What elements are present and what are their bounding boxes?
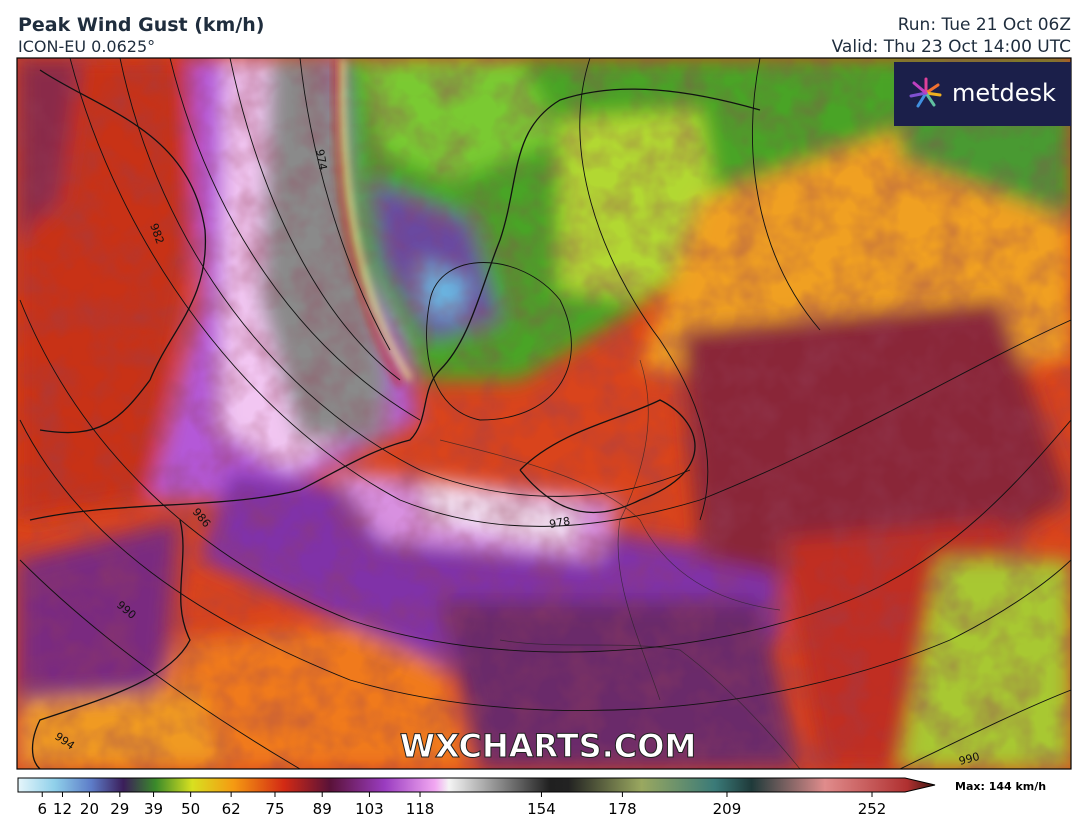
isobar-label: 974 (313, 148, 329, 171)
borders (439, 359, 801, 769)
colorbar-tick-label: 29 (110, 800, 129, 818)
isobar-label: 990 (957, 750, 981, 768)
title: Peak Wind Gust (km/h) (18, 14, 265, 36)
colorbar-tick-label: 252 (858, 800, 887, 818)
wind-field: 974 982 986 990 978 994 990 WXCHARTS.COM (17, 58, 1071, 769)
run: Run: Tue 21 Oct 06Z (897, 15, 1071, 35)
colorbar-tick-label: 39 (144, 800, 163, 818)
colorbar-tick-label: 118 (406, 800, 435, 818)
logo: metdesk (952, 79, 1056, 107)
colorbar-tick-label: 20 (80, 800, 99, 818)
colorbar-tick-label: 154 (527, 800, 556, 818)
colorbar: Max: 144 km/h 6 12 20 29 39 50 62 75 89 103 118 154… (17, 777, 1046, 818)
colorbar-tick-label: 50 (181, 800, 200, 818)
colorbar-tick-label: 75 (265, 800, 284, 818)
model: ICON-EU 0.0625° (18, 37, 156, 56)
colorbar-tick-label: 12 (53, 800, 72, 818)
colorbar-tick-label: 62 (222, 800, 241, 818)
isobars (19, 58, 1071, 769)
isobar-label: 978 (548, 515, 571, 531)
colorbar-tick-label: 178 (608, 800, 637, 818)
valid: Valid: Thu 23 Oct 14:00 UTC (831, 37, 1071, 57)
colorbar-tick-label: 89 (313, 800, 332, 818)
max-label: Max: 144 km/h (955, 780, 1046, 793)
colorbar-tick-label: 209 (713, 800, 742, 818)
colorbar-tick-label: 6 (37, 800, 47, 818)
colorbar-tick-label: 103 (355, 800, 384, 818)
logo-box: metdesk (894, 62, 1071, 126)
coastlines (29, 69, 761, 769)
watermark: WXCHARTS.COM (400, 727, 697, 765)
